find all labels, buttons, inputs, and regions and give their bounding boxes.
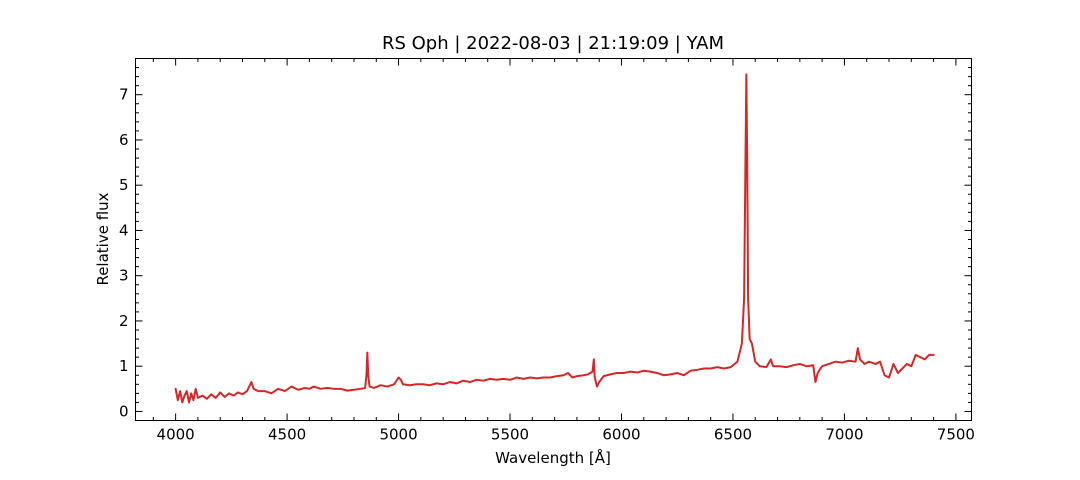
spectrum-line	[174, 73, 935, 404]
y-tick-label: 4	[119, 221, 129, 239]
y-tick-label: 7	[119, 86, 129, 104]
x-axis-tick-labels: 4000 4500 5000 5500 6000 6500 7000 7500	[157, 426, 975, 444]
plot-area	[174, 73, 935, 404]
x-tick-label: 7500	[937, 426, 975, 444]
x-tick-label: 5500	[491, 426, 529, 444]
y-tick-label: 6	[119, 131, 129, 149]
x-axis-label: Wavelength [Å]	[495, 448, 611, 467]
axis-ticks	[135, 58, 972, 421]
x-tick-label: 4500	[268, 426, 306, 444]
y-tick-label: 0	[119, 402, 129, 420]
x-tick-label: 6000	[602, 426, 640, 444]
y-tick-label: 2	[119, 312, 129, 330]
chart-title: RS Oph | 2022-08-03 | 21:19:09 | YAM	[382, 33, 724, 54]
y-axis-tick-labels: 0 1 2 3 4 5 6 7	[119, 86, 129, 421]
x-tick-label: 7000	[825, 426, 863, 444]
x-tick-label: 4000	[157, 426, 195, 444]
y-axis-label: Relative flux	[94, 192, 112, 285]
y-tick-label: 3	[119, 267, 129, 285]
y-tick-label: 1	[119, 357, 129, 375]
x-tick-label: 5000	[379, 426, 417, 444]
y-tick-label: 5	[119, 176, 129, 194]
x-tick-label: 6500	[714, 426, 752, 444]
plot-frame	[135, 58, 972, 421]
